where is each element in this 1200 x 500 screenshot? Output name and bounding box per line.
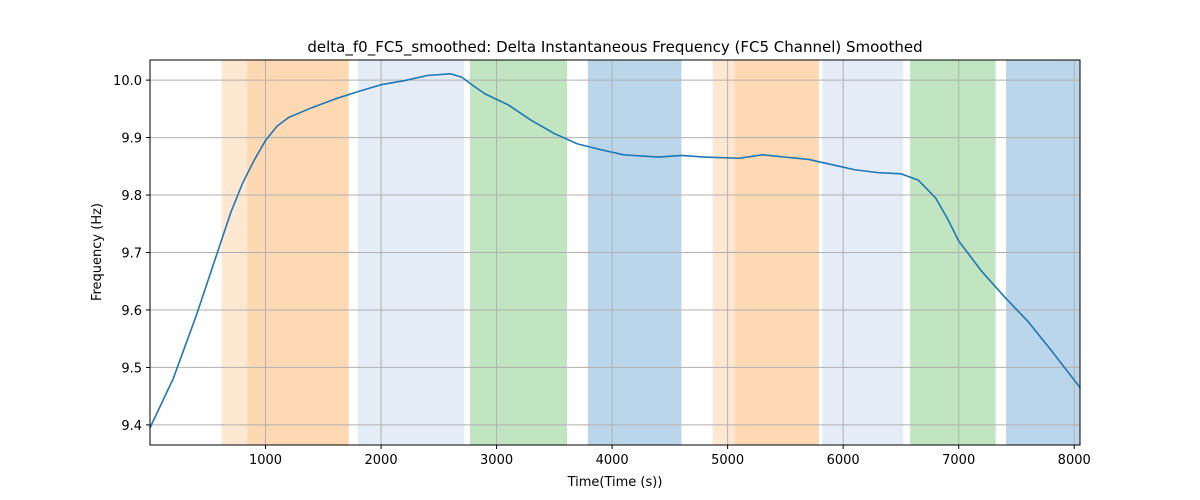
- y-tick-label: 9.9: [121, 132, 142, 147]
- series-layer: [149, 72, 1081, 429]
- y-tick-label: 9.8: [121, 189, 142, 204]
- gridlines: [150, 60, 1080, 445]
- series-line: [149, 72, 1081, 429]
- y-tick-label: 9.5: [121, 361, 142, 376]
- y-tick-label: 9.6: [121, 304, 142, 319]
- y-tick-label: 9.4: [121, 419, 142, 434]
- y-tick-label: 9.7: [121, 247, 142, 262]
- y-ticks: 9.4 9.5 9.6 9.7 9.8 9.9 10.0: [113, 74, 150, 434]
- y-tick-label: 10.0: [113, 74, 142, 89]
- x-axis-label: Time(Time (s)): [567, 475, 663, 490]
- x-tick-label: 3000: [480, 453, 513, 468]
- x-tick-label: 6000: [827, 453, 860, 468]
- x-tick-label: 2000: [365, 453, 398, 468]
- chart-title: delta_f0_FC5_smoothed: Delta Instantaneo…: [307, 38, 922, 57]
- x-tick-label: 4000: [596, 453, 629, 468]
- x-tick-label: 7000: [942, 453, 975, 468]
- y-axis-label: Frequency (Hz): [90, 203, 105, 301]
- x-tick-label: 1000: [249, 453, 282, 468]
- x-tick-label: 8000: [1058, 453, 1091, 468]
- x-ticks: 1000 2000 3000 4000 5000 6000 7000 8000: [249, 445, 1091, 468]
- x-tick-label: 5000: [711, 453, 744, 468]
